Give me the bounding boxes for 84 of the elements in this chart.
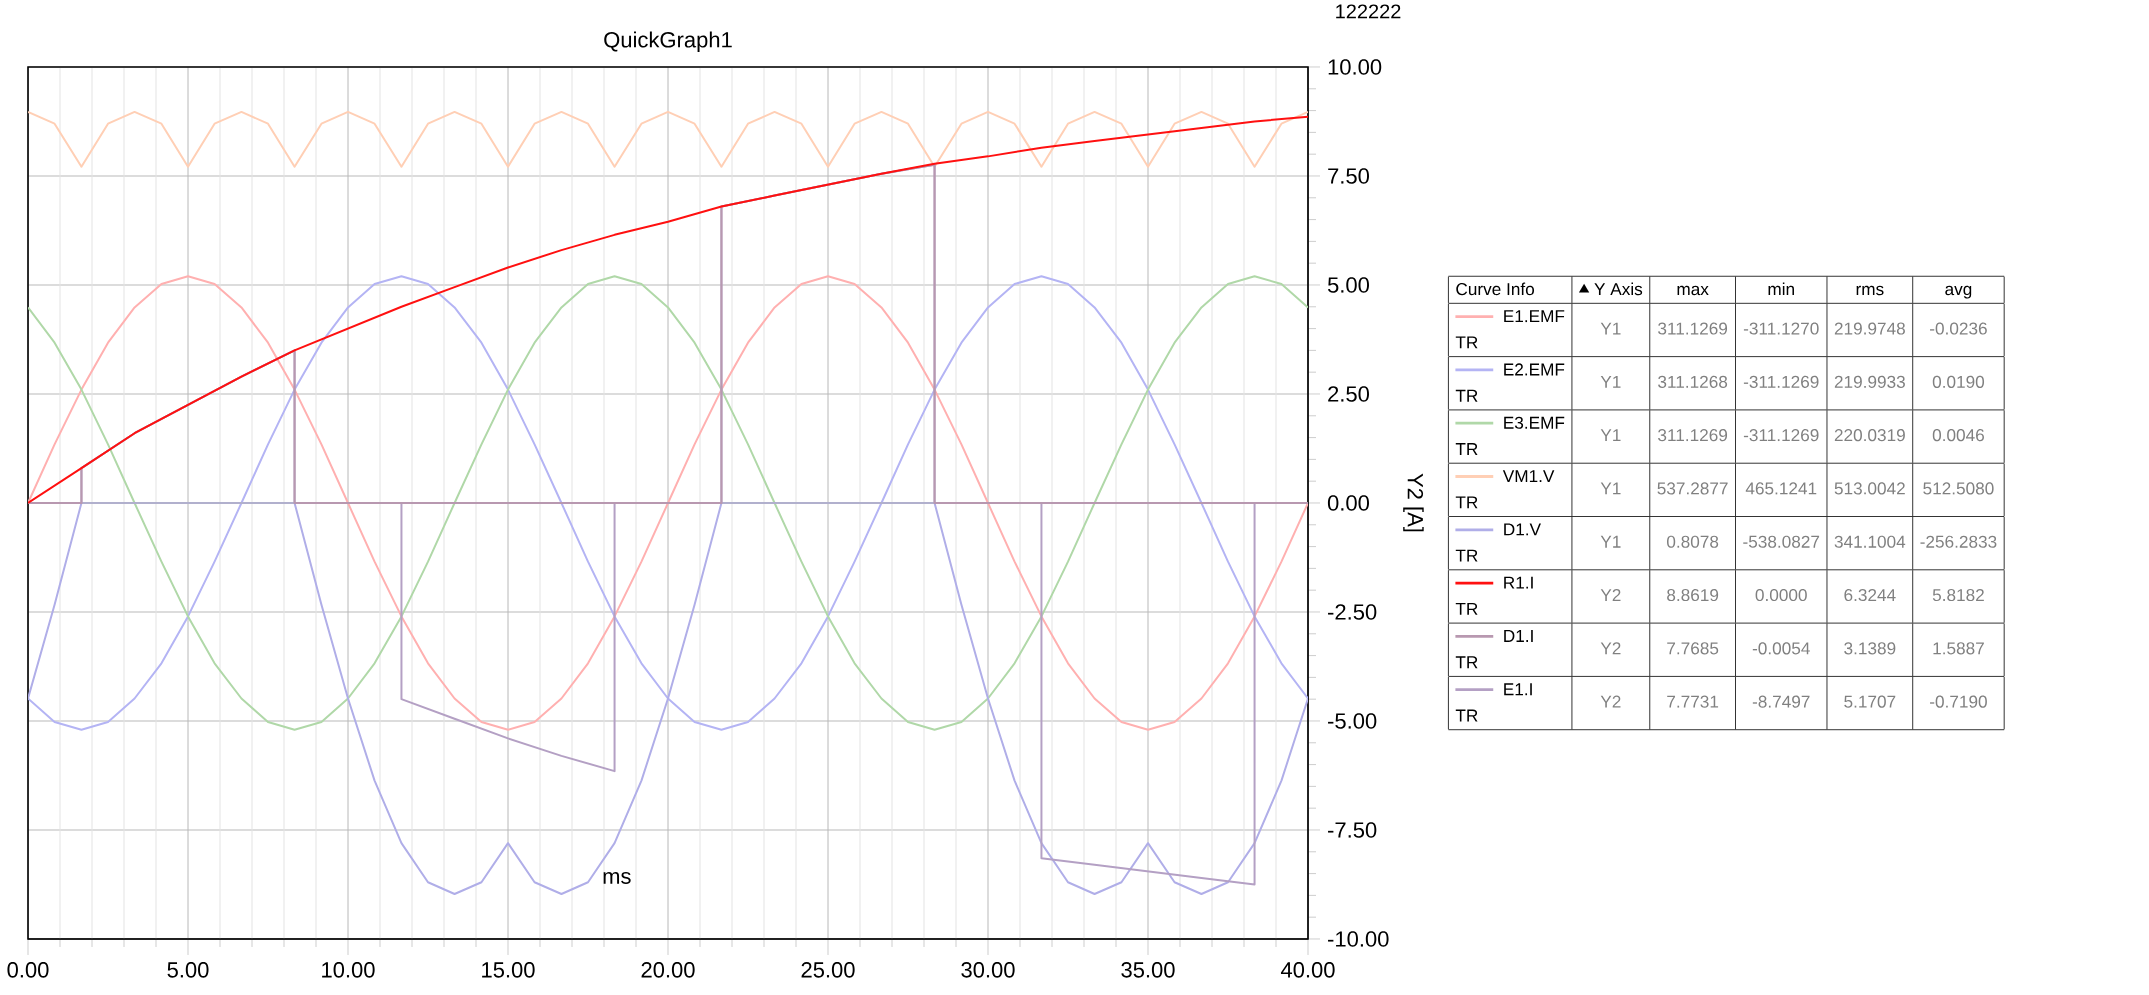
x-tick-label: 10.00 [322, 962, 375, 978]
text: -8.7497 [1752, 695, 1810, 708]
text: avg [1945, 285, 1972, 299]
text: -0.7190 [1930, 695, 1987, 708]
legend-label: D1.I [1504, 630, 1533, 642]
x-tick-label: 15.00 [482, 962, 535, 978]
x-tick-label: 5.00 [167, 962, 209, 978]
legend-label: D1.V [1504, 523, 1541, 536]
text: 0.0046 [1932, 429, 1984, 442]
text: Y2 [1600, 588, 1621, 601]
text: Y1 [1600, 429, 1621, 442]
text: TR [1455, 549, 1478, 562]
text: min [1768, 282, 1794, 296]
y2-tick-label: -5.00 [1328, 713, 1377, 729]
x-tick-label: 20.00 [641, 962, 695, 978]
x-axis-title: ms [603, 871, 631, 884]
legend-label: E3.EMF [1504, 416, 1565, 429]
text: TR [1455, 336, 1478, 349]
text: 311.1268 [1658, 375, 1728, 388]
text: max [1677, 285, 1709, 296]
text: 7.7685 [1667, 642, 1719, 655]
y2-tick-label: -7.50 [1328, 822, 1377, 838]
y2-tick-label: 5.00 [1327, 277, 1369, 293]
text: Y2 [1600, 642, 1621, 655]
text: TR [1455, 656, 1478, 669]
x-tick-label: 40.00 [1280, 962, 1335, 978]
x-tick-label: 0.00 [7, 962, 49, 978]
text: 220.0319 [1834, 429, 1905, 442]
text: 1.5887 [1933, 642, 1984, 655]
text: 7.7731 [1667, 695, 1719, 708]
text: Y2 [1600, 695, 1621, 708]
legend-label: E1.I [1504, 683, 1532, 696]
text: rms [1856, 285, 1884, 296]
text: -256.2833 [1920, 535, 1997, 548]
x-tick-label: 35.00 [1121, 962, 1175, 978]
text: 0.0190 [1932, 375, 1985, 388]
legend-label: VM1.V [1502, 470, 1555, 482]
text: 0.0000 [1755, 588, 1807, 602]
text: -311.1269 [1743, 375, 1819, 388]
text: TR [1455, 603, 1478, 615]
legend-label: E1.EMF [1504, 310, 1565, 323]
y2-tick-label: 10.00 [1328, 59, 1382, 75]
legend-label: E2.EMF [1504, 363, 1565, 376]
y2-tick-label: 2.50 [1328, 386, 1369, 402]
text: 5.8182 [1932, 588, 1984, 602]
text: -311.1269 [1743, 429, 1819, 442]
text: -538.0827 [1743, 535, 1820, 548]
text: 122222 [1336, 4, 1401, 19]
text: 8.8619 [1667, 588, 1719, 602]
y2-tick-label: 0.00 [1327, 495, 1369, 511]
x-tick-label: 30.00 [961, 962, 1015, 978]
text: 219.9933 [1834, 375, 1905, 388]
x-tick-label: 25.00 [801, 962, 855, 978]
text: 6.3244 [1844, 588, 1896, 602]
text: 0.8078 [1667, 535, 1719, 548]
text: 465.1241 [1745, 482, 1817, 495]
text: Y1 [1600, 535, 1621, 548]
text: TR [1455, 496, 1478, 509]
text: 341.1004 [1834, 535, 1906, 548]
text: -0.0054 [1752, 642, 1810, 655]
text: 3.1389 [1844, 642, 1896, 655]
text: Y1 [1600, 322, 1621, 335]
y2-tick-label: 7.50 [1328, 168, 1369, 184]
text: Y1 [1600, 482, 1621, 495]
y2-axis-title: Y2 [A] [1403, 473, 1424, 532]
chart-title: QuickGraph1 [604, 31, 732, 52]
text: Y1 [1600, 375, 1621, 388]
text: 513.0042 [1834, 482, 1905, 495]
y2-tick-label: -2.50 [1328, 604, 1377, 620]
text: -0.0236 [1930, 322, 1987, 335]
text: 219.9748 [1834, 322, 1905, 335]
text: 311.1269 [1658, 322, 1728, 335]
text: Curve Info [1456, 282, 1535, 296]
text: -311.1270 [1743, 322, 1819, 335]
legend-label: R1.I [1504, 576, 1533, 589]
text: 537.2877 [1657, 482, 1728, 495]
text: 5.1707 [1844, 695, 1896, 708]
text: TR [1455, 389, 1478, 402]
text: Y Axis [1594, 282, 1643, 296]
text: TR [1455, 443, 1478, 455]
text: 311.1269 [1658, 429, 1728, 442]
y2-tick-label: -10.00 [1328, 931, 1389, 947]
text: 512.5080 [1923, 482, 1994, 495]
text: TR [1455, 709, 1478, 722]
